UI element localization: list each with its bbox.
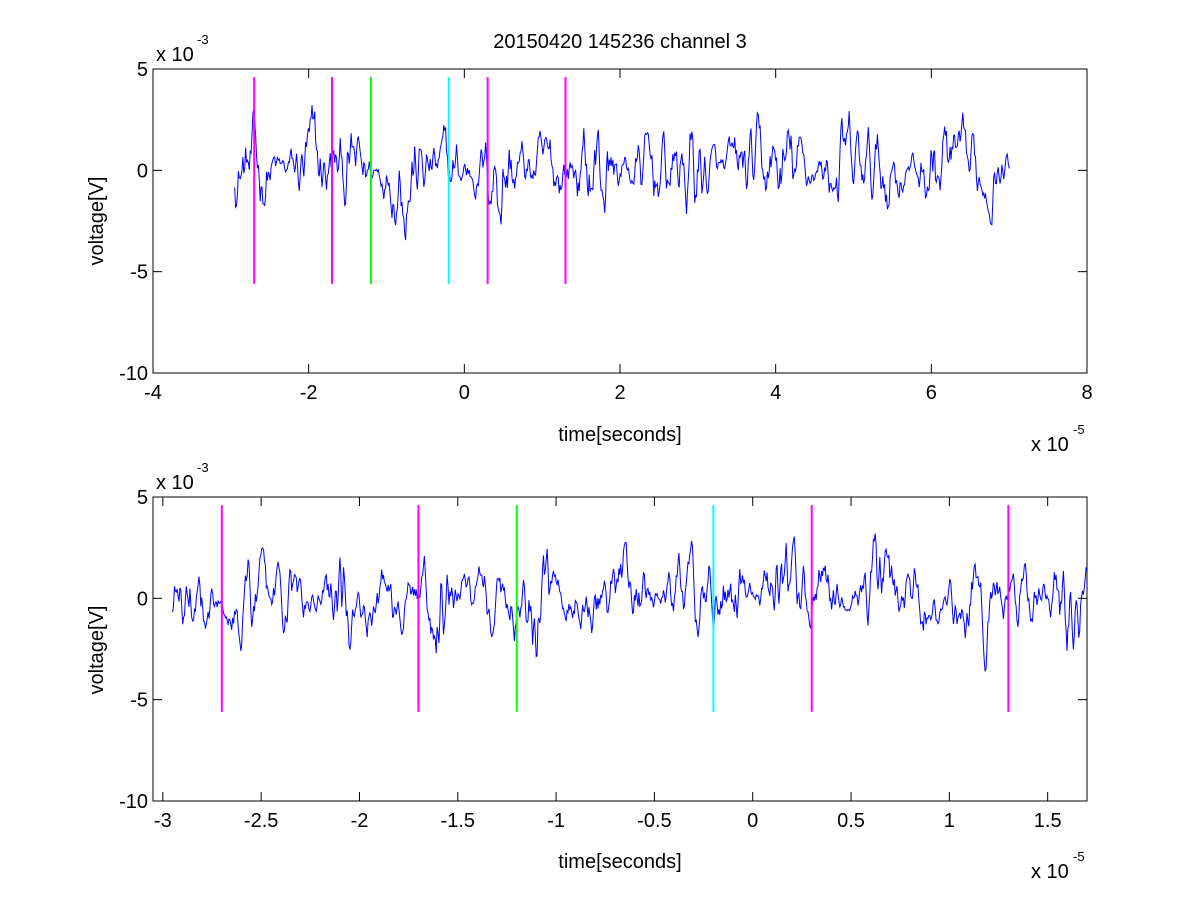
x-tick-label: -1 <box>547 810 565 832</box>
bottom-x-exponent-base: x 10 <box>1031 861 1069 883</box>
x-tick-label: 1 <box>944 810 955 832</box>
y-tick-label: -5 <box>130 690 148 712</box>
x-tick-label: -0.5 <box>637 810 671 832</box>
y-tick-label: 0 <box>137 588 148 610</box>
top-y-exponent-base: x 10 <box>156 44 194 66</box>
x-tick-label: 1.5 <box>1034 810 1062 832</box>
signal-trace <box>172 533 1088 672</box>
x-tick-label: -2 <box>351 810 369 832</box>
x-tick-label: -3 <box>154 810 172 832</box>
y-tick-label: -10 <box>119 791 148 813</box>
bottom-y-exponent-base: x 10 <box>156 472 194 494</box>
top-y-exponent-power: -3 <box>197 32 209 47</box>
x-tick-label: 0.5 <box>837 810 865 832</box>
x-tick-label: -1.5 <box>441 810 475 832</box>
x-tick-label: 4 <box>770 382 781 404</box>
x-tick-label: -2.5 <box>244 810 278 832</box>
top-x-exponent-base: x 10 <box>1031 434 1069 456</box>
figure-title: 20150420 145236 channel 3 <box>493 31 747 53</box>
y-tick-label: 5 <box>137 487 148 509</box>
bottom-y-axis-label: voltage[V] <box>86 606 108 695</box>
top-x-exponent-power: -5 <box>1073 422 1085 437</box>
bottom-axes: x 10 -3 x 10 -5 time[seconds] voltage[V]… <box>86 460 1088 883</box>
y-tick-label: 0 <box>137 160 148 182</box>
y-tick-label: -10 <box>119 363 148 385</box>
x-tick-label: 8 <box>1081 382 1092 404</box>
top-y-axis-label: voltage[V] <box>86 177 108 266</box>
y-tick-label: -5 <box>130 262 148 284</box>
y-tick-label: 5 <box>137 59 148 81</box>
signal-trace <box>234 105 1010 241</box>
bottom-y-exponent-power: -3 <box>197 460 209 475</box>
bottom-x-axis-label: time[seconds] <box>558 851 681 873</box>
top-x-axis-label: time[seconds] <box>558 424 681 446</box>
bottom-x-exponent-power: -5 <box>1073 849 1085 864</box>
x-tick-label: -2 <box>300 382 318 404</box>
x-tick-label: -4 <box>144 382 162 404</box>
top-axes: x 10 -3 x 10 -5 time[seconds] voltage[V]… <box>86 32 1093 456</box>
axes-frame <box>152 496 1088 802</box>
x-tick-label: 2 <box>614 382 625 404</box>
x-tick-label: 0 <box>459 382 470 404</box>
x-tick-label: 0 <box>747 810 758 832</box>
x-tick-label: 6 <box>926 382 937 404</box>
